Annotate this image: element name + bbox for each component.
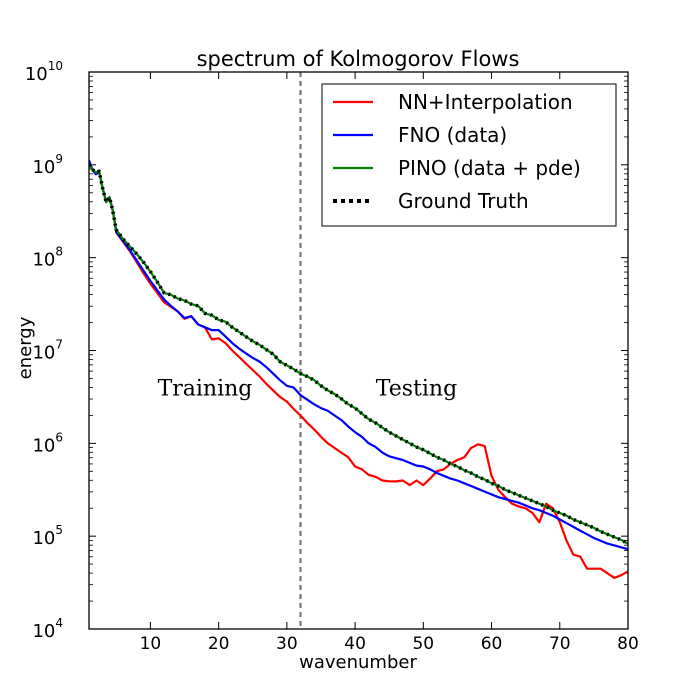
legend-label-3: Ground Truth <box>398 189 529 213</box>
x-tick-label: 20 <box>208 634 230 654</box>
plot-frame <box>88 71 629 630</box>
y-tick-label: 109 <box>32 152 63 178</box>
series-lines <box>89 159 628 579</box>
y-tick-label: 1010 <box>25 59 63 85</box>
x-tick-label: 50 <box>412 634 434 654</box>
annotation-testing: Testing <box>376 377 457 402</box>
legend-label-1: FNO (data) <box>398 123 507 147</box>
y-tick-label: 106 <box>32 430 63 456</box>
x-tick-label: 70 <box>549 634 571 654</box>
annotation-training: Training <box>158 377 253 402</box>
x-tick-label: 10 <box>140 634 162 654</box>
x-axis-label: wavenumber <box>299 652 417 673</box>
x-tick-label: 30 <box>276 634 298 654</box>
series-line-1 <box>89 159 628 551</box>
y-tick-label: 108 <box>32 245 63 271</box>
legend-label-2: PINO (data + pde) <box>398 156 581 180</box>
y-tick-label: 105 <box>32 523 63 549</box>
x-tick-label: 80 <box>617 634 639 654</box>
series-line-2 <box>89 164 628 545</box>
legend-label-0: NN+Interpolation <box>398 90 573 114</box>
y-tick-label: 104 <box>32 616 63 642</box>
x-tick-label: 60 <box>481 634 503 654</box>
y-axis-label: energy <box>15 316 36 379</box>
y-tick-label: 107 <box>32 338 63 364</box>
chart-title: spectrum of Kolmogorov Flows <box>197 47 520 71</box>
series-line-0 <box>89 164 628 579</box>
annotations: Training Testing <box>158 377 458 402</box>
legend: NN+Interpolation FNO (data) PINO (data + p… <box>321 83 617 227</box>
x-tick-label: 40 <box>344 634 366 654</box>
legend-box <box>321 83 617 227</box>
